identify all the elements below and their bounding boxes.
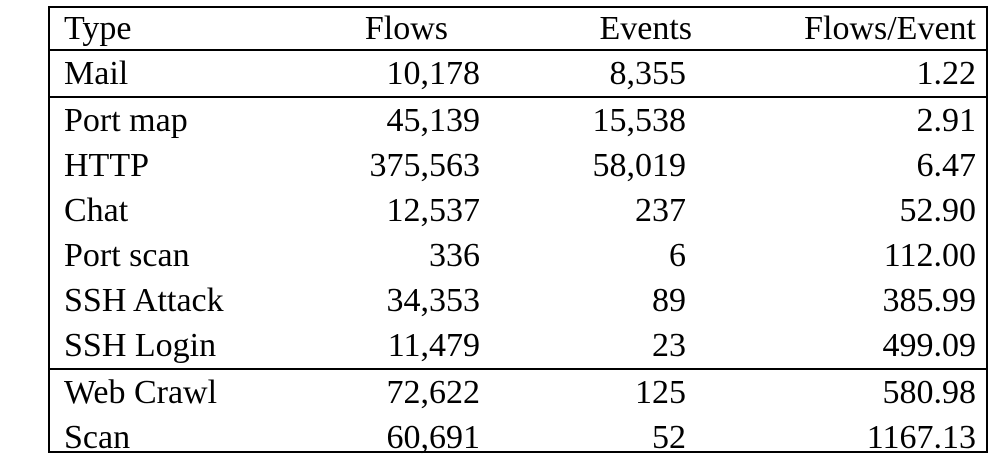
cell-flows: 336 xyxy=(429,236,480,274)
cell-flows-per-event: 6.47 xyxy=(916,146,977,184)
cell-flows-per-event: 52.90 xyxy=(899,191,977,229)
table-row: Chat 12,537 237 52.90 xyxy=(50,188,986,233)
table-row: Scan 60,691 52 1167.13 xyxy=(50,415,986,460)
cell-type: HTTP xyxy=(64,146,149,184)
header-flows-per-event: Flows/Event xyxy=(698,8,986,51)
table-row: SSH Login 11,479 23 499.09 xyxy=(50,323,986,370)
cell-flows: 375,563 xyxy=(369,146,481,184)
cell-type: SSH Login xyxy=(50,323,266,370)
header-events: Events xyxy=(492,8,698,51)
cell-flows-per-event: 499.09 xyxy=(698,323,986,370)
header-flows: Flows xyxy=(266,8,492,51)
cell-flows: 10,178 xyxy=(266,50,492,98)
cell-events: 52 xyxy=(652,418,686,456)
cell-type: Chat xyxy=(64,191,129,229)
table-row: HTTP 375,563 58,019 6.47 xyxy=(50,143,986,188)
cell-flows: 72,622 xyxy=(386,373,481,411)
cell-flows-per-event: 1.22 xyxy=(698,50,986,98)
table-row: SSH Attack 34,353 89 385.99 xyxy=(50,278,986,323)
cell-events: 237 xyxy=(635,191,686,229)
table-row: Port scan 336 6 112.00 xyxy=(50,233,986,278)
cell-events: 58,019 xyxy=(592,146,687,184)
cell-events: 23 xyxy=(492,323,698,370)
cell-type: Scan xyxy=(64,418,131,456)
cell-events: 15,538 xyxy=(592,101,687,139)
cell-events: 8,355 xyxy=(492,50,698,98)
cell-type: Mail xyxy=(50,50,266,98)
cell-flows: 34,353 xyxy=(386,281,481,319)
table-row: Web Crawl 72,622 125 580.98 xyxy=(50,369,986,415)
cell-flows: 11,479 xyxy=(266,323,492,370)
cell-type: Web Crawl xyxy=(64,373,218,411)
cell-flows-per-event: 1167.13 xyxy=(866,418,976,456)
cell-type: Port scan xyxy=(64,236,190,274)
table-row: Port map 45,139 15,538 2.91 xyxy=(50,97,986,143)
cell-flows-per-event: 580.98 xyxy=(882,373,977,411)
cell-flows: 45,139 xyxy=(386,101,481,139)
cell-events: 89 xyxy=(652,281,686,319)
cell-type: SSH Attack xyxy=(64,281,224,319)
cell-flows: 60,691 xyxy=(386,418,481,456)
cell-flows: 12,537 xyxy=(386,191,481,229)
cell-events: 125 xyxy=(635,373,686,411)
cell-flows-per-event: 2.91 xyxy=(916,101,977,139)
cell-type: Port map xyxy=(64,101,188,139)
header-type: Type xyxy=(50,8,266,51)
flow-statistics-table-frame: Type Flows Events Flows/Event Mail 10,17… xyxy=(48,6,988,454)
table-row: Mail 10,178 8,355 1.22 xyxy=(50,50,986,98)
cell-flows-per-event: 112.00 xyxy=(883,236,976,274)
cell-flows-per-event: 385.99 xyxy=(882,281,977,319)
cell-events: 6 xyxy=(669,236,686,274)
flow-statistics-table: Type Flows Events Flows/Event Mail 10,17… xyxy=(50,8,986,460)
header-row: Type Flows Events Flows/Event xyxy=(50,8,986,51)
